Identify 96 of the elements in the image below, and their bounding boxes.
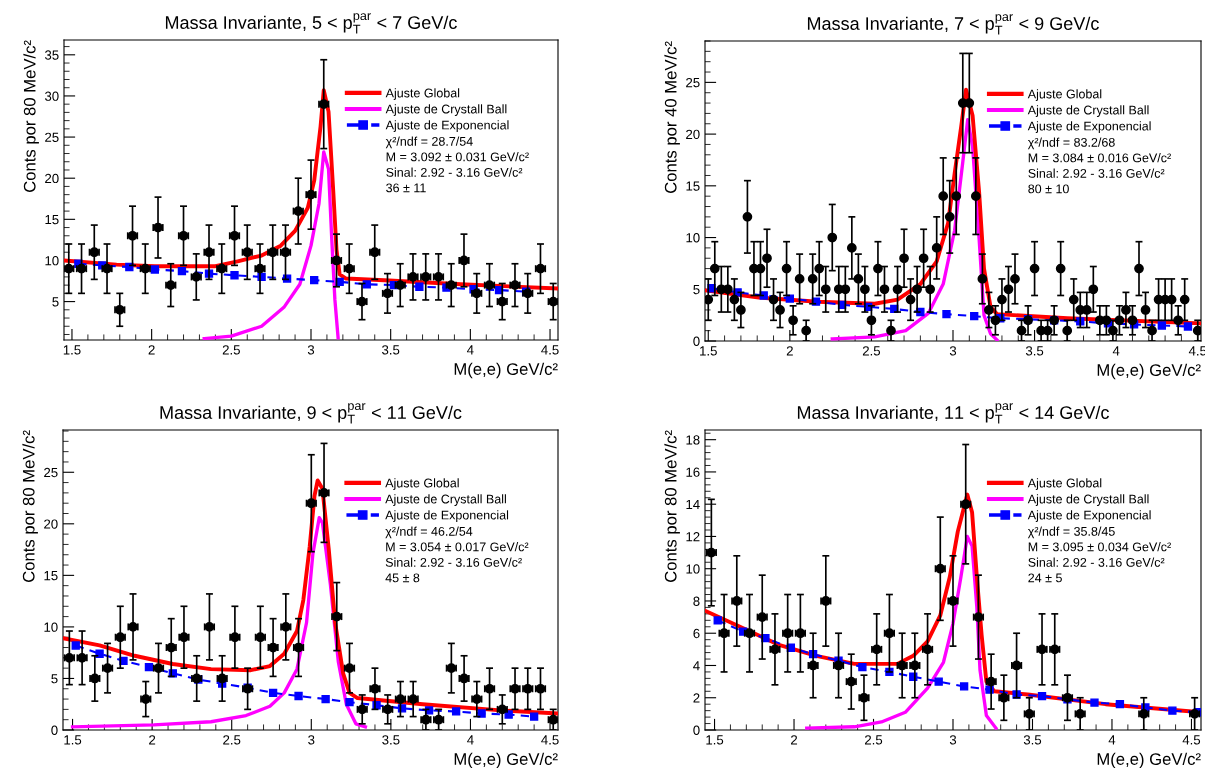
chart-title: Massa Invariante, 5 < p$^{par}$$_{T}$ < 7 GeV/c [165,13,457,34]
y-tick-label: 16 [686,467,700,477]
x-axis-title: M(e,e) GeV/c² [1097,363,1201,380]
annotation: 80 ± 10 [1028,184,1069,194]
y-tick-label: 5 [52,297,59,307]
legend-label: Ajuste Global [1027,89,1102,101]
annotation: M = 3.095 ± 0.034 GeV/c² [1028,542,1171,552]
y-tick-label: 10 [44,622,58,632]
x-tick-label: 3.5 [382,345,400,355]
x-tick-label: 4 [467,735,474,745]
y-axis-title: Conts por 80 MeV/c² [664,430,680,582]
legend-label: Ajuste de Exponencial [385,510,509,522]
annotation: Sinal: 2.92 - 3.16 GeV/c² [1028,168,1165,178]
y-tick-label: 20 [45,173,59,184]
x-tick-label: 1.5 [64,735,82,745]
annotation: Sinal: 2.92 - 3.16 GeV/c² [386,167,523,177]
x-tick-label: 2 [786,346,793,356]
annotation: M = 3.092 ± 0.031 GeV/c² [386,152,529,162]
x-tick-label: 2.5 [862,346,881,356]
legend-label: Ajuste de Crystall Ball [385,494,506,506]
x-tick-label: 4 [466,345,474,355]
annotation: M = 3.084 ± 0.016 GeV/c² [1028,153,1171,163]
y-tick-label: 10 [686,233,700,243]
y-tick-label: 0 [693,336,700,346]
y-tick-label: 18 [686,435,700,445]
y-tick-label: 5 [693,284,700,295]
x-tick-label: 1.5 [63,345,81,355]
x-tick-label: 4.5 [1182,735,1201,745]
x-tick-label: 3 [949,346,957,356]
y-tick-label: 6 [693,628,700,639]
y-tick-label: 10 [45,256,59,266]
legend-label: Ajuste de Crystall Ball [1027,105,1149,117]
legend-label: Ajuste Global [385,478,459,490]
legend-label: Ajuste de Exponencial [1027,510,1151,522]
x-tick-label: 3 [307,345,315,355]
legend-label: Ajuste de Exponencial [1027,121,1151,133]
y-tick-label: 14 [686,499,700,509]
y-tick-label: 15 [44,571,58,581]
x-tick-label: 3.5 [382,735,400,745]
chart-title: Massa Invariante, 9 < p$^{par}$$_{T}$ < 11 GeV/c [160,403,462,424]
y-tick-label: 20 [44,519,58,529]
x-tick-label: 3.5 [1025,346,1044,356]
y-tick-label: 25 [45,132,59,142]
legend-label: Ajuste de Exponencial [385,120,509,132]
x-tick-label: 4.5 [541,735,559,745]
annotation: 45 ± 8 [385,573,420,583]
y-tick-label: 35 [44,50,59,60]
x-tick-label: 3 [949,735,957,745]
y-tick-label: 0 [51,725,58,735]
chart-title: Massa Invariante, 7 < p$^{par}$$_{T}$ < 9 GeV/c [807,14,1099,35]
legend-label: Ajuste Global [385,88,460,100]
y-tick-label: 12 [686,532,700,542]
y-axis-title: Conts por 40 MeV/c² [664,41,680,193]
annotation: Sinal: 2.92 - 3.16 GeV/c² [385,557,522,567]
y-tick-label: 15 [45,215,59,225]
x-tick-label: 3.5 [1023,735,1042,745]
legend-label: Ajuste Global [1027,478,1102,490]
x-tick-label: 4 [1108,735,1116,745]
annotation: Sinal: 2.92 - 3.16 GeV/c² [1028,557,1165,567]
y-tick-label: 2 [693,693,700,703]
annotation: χ²/ndf = 28.7/54 [385,136,473,149]
y-axis-title: Conts por 80 MeV/c² [22,430,38,582]
x-axis-title: M(e,e) GeV/c² [454,362,558,379]
x-tick-label: 4 [1112,346,1120,356]
y-tick-label: 30 [44,91,59,101]
y-tick-label: 8 [693,596,700,606]
y-tick-label: 5 [51,674,58,684]
annotation: χ²/ndf = 46.2/54 [385,526,473,539]
y-tick-label: 0 [693,725,700,735]
x-tick-label: 2 [791,735,798,745]
x-tick-label: 1.5 [706,735,724,745]
legend-label: Ajuste de Crystall Ball [1027,494,1149,506]
y-tick-label: 10 [686,564,700,574]
chart-title: Massa Invariante, 11 < p$^{par}$$_{T}$ < 14 GeV/c [797,403,1109,424]
y-tick-label: 4 [693,661,700,671]
y-tick-label: 25 [44,467,58,478]
x-tick-label: 2.5 [865,735,883,745]
x-tick-label: 2.5 [222,345,240,355]
annotation: 36 ± 11 [386,183,426,193]
x-tick-label: 2 [149,735,156,745]
annotation: χ²/ndf = 35.8/45 [1027,526,1115,539]
legend-label: Ajuste de Crystall Ball [385,104,507,116]
x-axis-title: M(e,e) GeV/c² [454,752,558,768]
y-tick-label: 15 [686,181,700,191]
x-tick-label: 4.5 [541,345,559,355]
annotation: M = 3.054 ± 0.017 GeV/c² [386,542,529,552]
y-tick-label: 25 [686,77,700,88]
x-axis-title: M(e,e) GeV/c² [1097,752,1201,768]
x-tick-label: 2 [148,345,155,355]
y-axis-title: Conts por 80 MeV/c² [23,40,39,192]
x-tick-label: 2.5 [223,735,241,745]
annotation: χ²/ndf = 83.2/68 [1027,137,1115,150]
x-tick-label: 3 [308,735,315,745]
x-tick-label: 1.5 [700,346,717,356]
annotation: 24 ± 5 [1028,573,1062,583]
y-tick-label: 20 [686,129,700,140]
